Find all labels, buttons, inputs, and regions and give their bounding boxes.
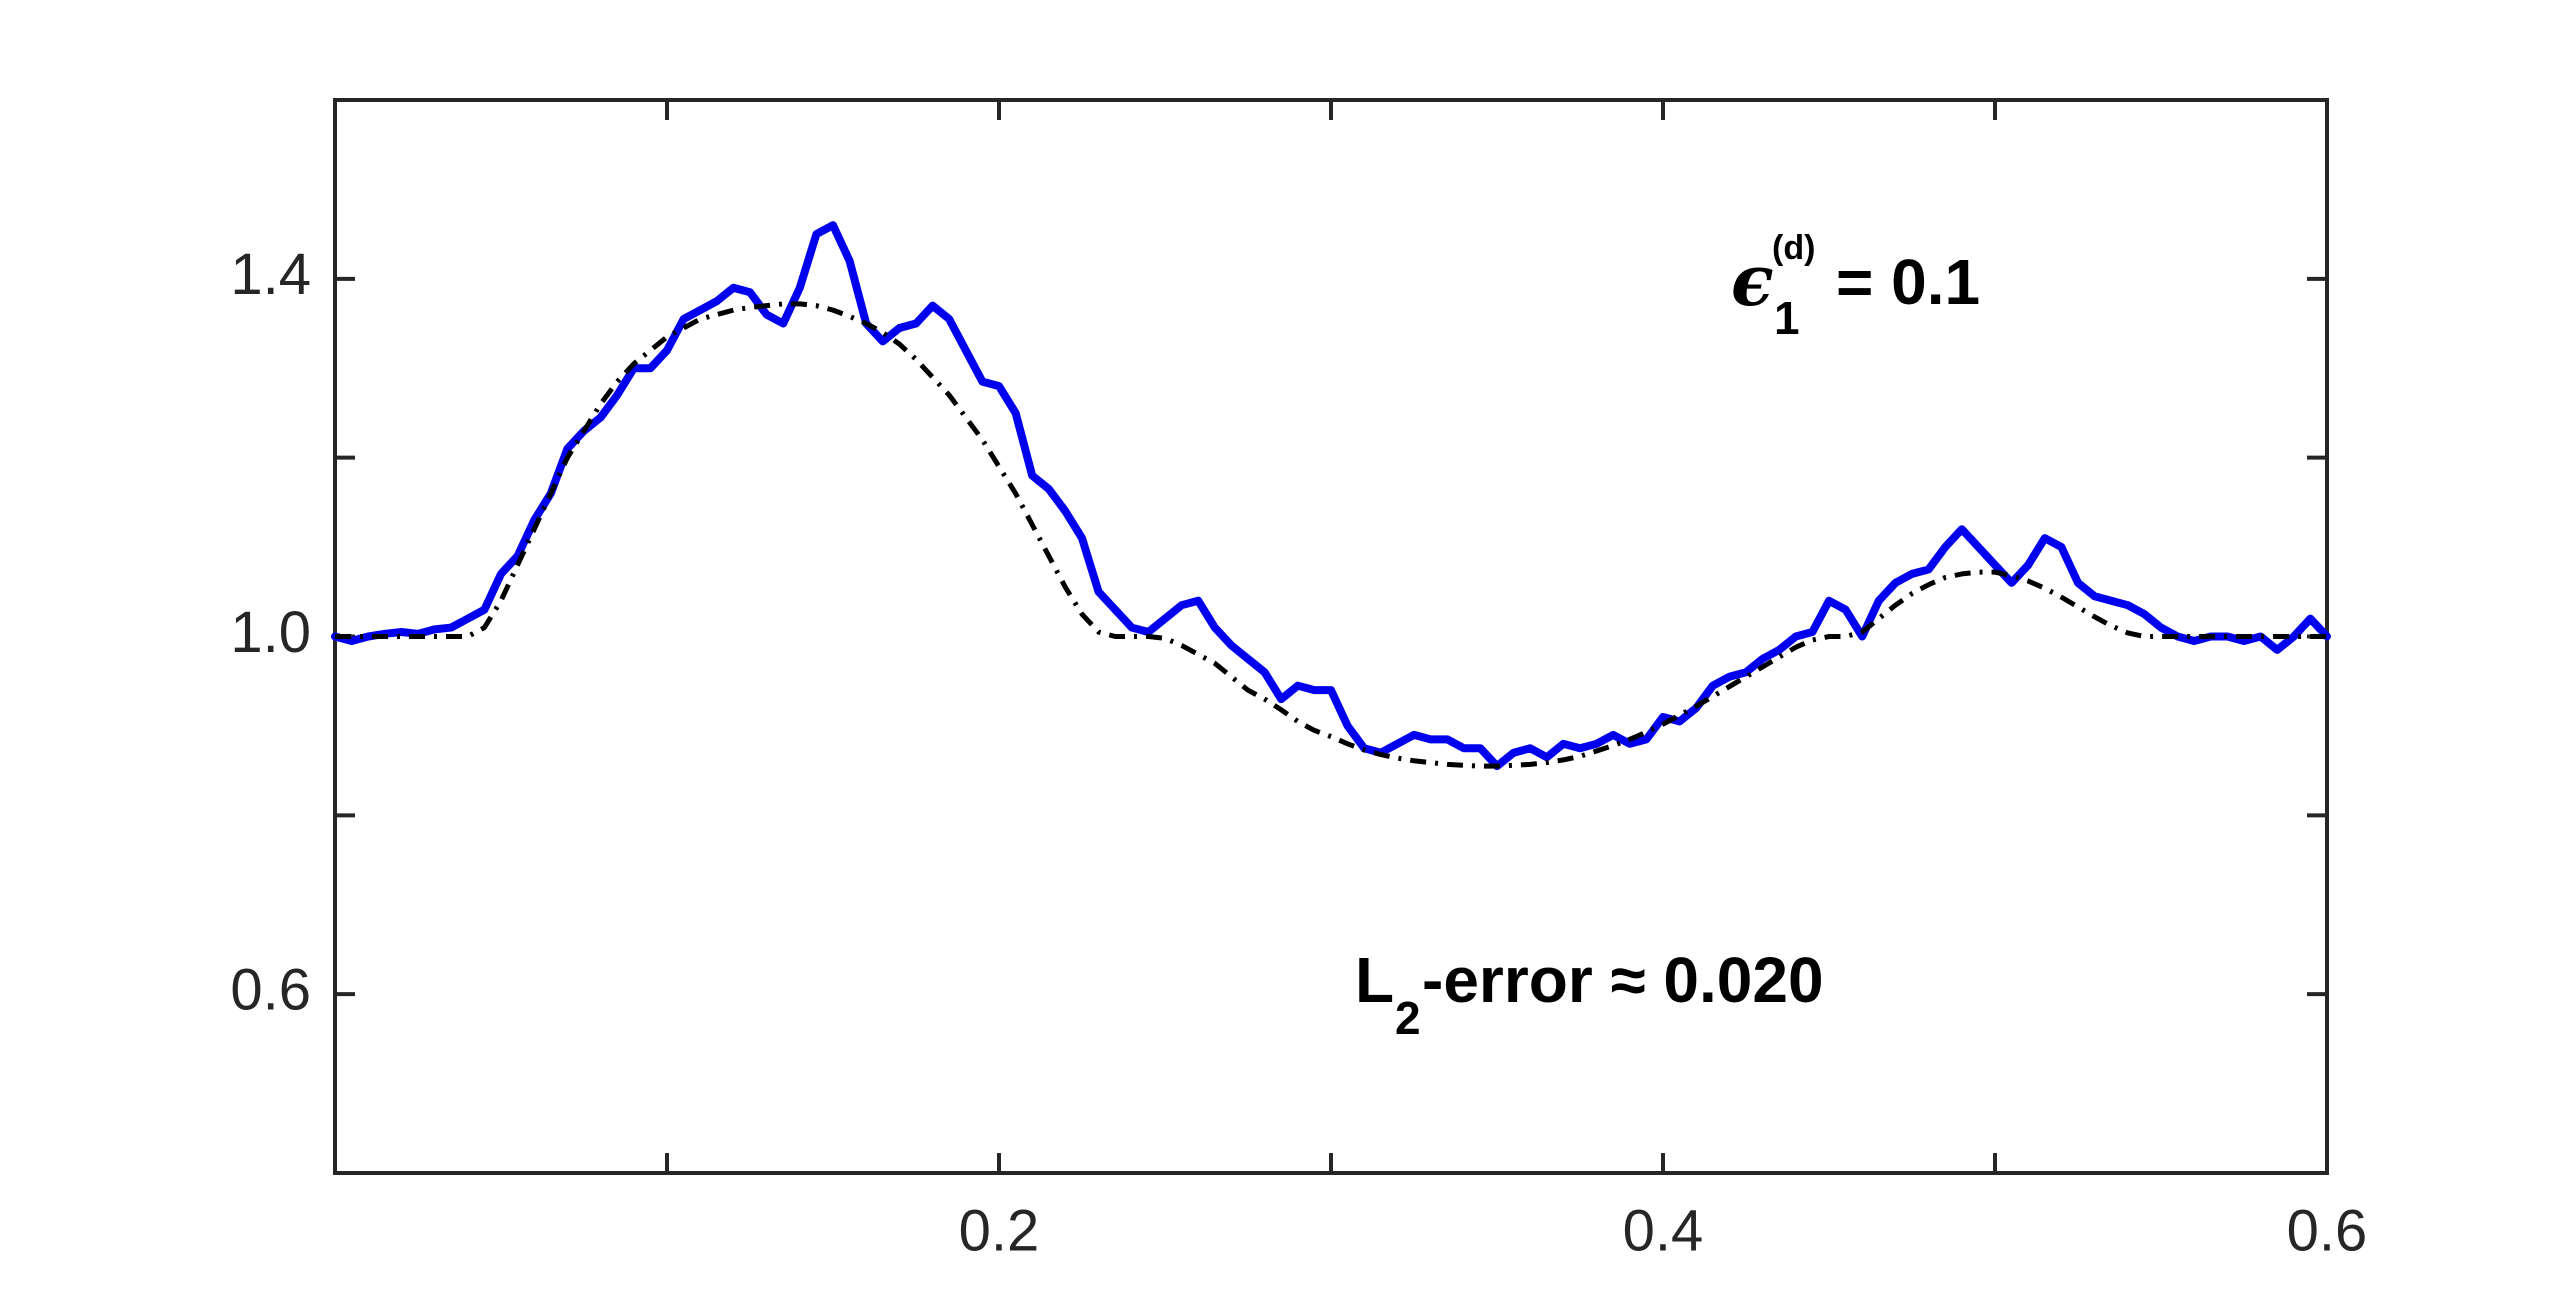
y-tick-label: 1.0: [230, 600, 311, 665]
annotation-symbol: L: [1355, 944, 1394, 1016]
annotation-text: = 0.1: [1836, 246, 1980, 318]
annotation-symbol: ϵ: [1731, 239, 1774, 322]
annotation-text: -error ≈ 0.020: [1422, 944, 1824, 1016]
x-tick-label: 0.4: [1623, 1198, 1704, 1263]
plot-frame: [333, 98, 2329, 1175]
x-tick-label: 0.6: [2287, 1198, 2368, 1263]
data-line: [331, 221, 2331, 771]
y-tick-label: 0.6: [230, 957, 311, 1022]
annotation-sup: (d): [1772, 229, 1815, 267]
data-line: [335, 301, 2327, 769]
x-tick-label: 0.2: [959, 1198, 1040, 1263]
annotation-sub: 2: [1395, 992, 1421, 1044]
y-tick-label: 1.4: [230, 242, 311, 307]
annotation-sub: 1: [1774, 292, 1800, 344]
